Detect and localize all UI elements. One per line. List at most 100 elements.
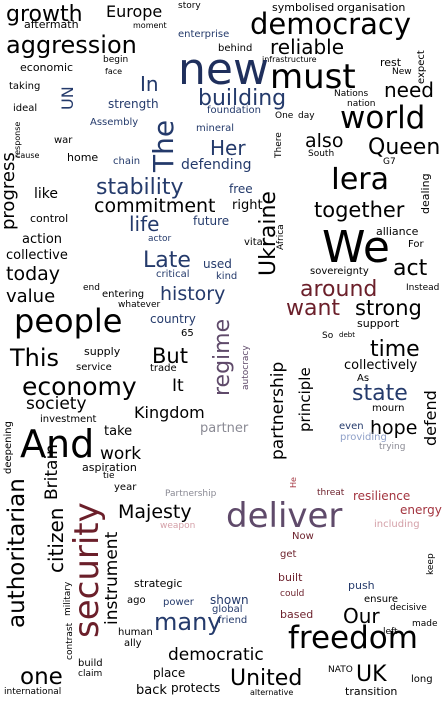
word: Iera — [331, 162, 390, 197]
word: sovereignty — [310, 266, 369, 277]
word: claim — [78, 669, 103, 679]
word: freedom — [288, 620, 418, 656]
word: Her — [210, 136, 246, 160]
word: take — [104, 424, 133, 439]
word: value — [6, 286, 56, 307]
word: He — [289, 477, 298, 488]
word: growth — [6, 2, 83, 27]
word: Europe — [106, 2, 163, 21]
word: So — [322, 331, 334, 341]
word: partner — [200, 421, 249, 436]
word: economy — [22, 372, 137, 401]
word: symbolised — [272, 1, 335, 14]
word: future — [193, 214, 230, 228]
word: must — [270, 57, 356, 97]
word: organisation — [337, 1, 406, 14]
word: decisive — [390, 603, 427, 613]
word: building — [198, 86, 287, 111]
word: build — [78, 658, 103, 669]
word: society — [26, 394, 87, 414]
word: threat — [317, 488, 345, 498]
word: protects — [171, 681, 221, 695]
word: rest — [380, 56, 402, 69]
word: friend — [218, 615, 248, 626]
word: UN — [58, 86, 77, 110]
word: could — [280, 589, 305, 599]
word: ideal — [13, 103, 38, 114]
word: support — [357, 317, 400, 330]
word: back — [136, 683, 167, 698]
word: One — [275, 111, 294, 121]
word: citizen — [44, 507, 68, 573]
word: resilience — [353, 489, 411, 503]
word: mineral — [196, 123, 235, 134]
word: power — [163, 597, 194, 608]
word: weapon — [160, 521, 196, 531]
word: foundation — [207, 105, 261, 116]
word: behind — [218, 43, 253, 54]
word: G7 — [383, 157, 396, 167]
word: nation — [347, 99, 376, 109]
word: 65 — [181, 328, 194, 339]
word: defend — [421, 390, 440, 446]
word: deliver — [226, 496, 343, 536]
word: energy — [400, 503, 442, 517]
word: instrument — [102, 531, 122, 625]
word: vital — [244, 237, 266, 248]
word: push — [348, 579, 375, 592]
word: human — [118, 627, 153, 638]
word: ensure — [364, 594, 399, 605]
word: There — [274, 132, 284, 158]
word: debt — [339, 331, 355, 339]
word: dealing — [419, 173, 432, 214]
word: Now — [292, 531, 314, 542]
word: work — [100, 444, 142, 464]
word: service — [76, 362, 112, 373]
word: shown — [210, 593, 249, 607]
word: transition — [345, 685, 398, 698]
word: ago — [127, 595, 146, 606]
word: moment — [133, 21, 167, 30]
word: trade — [150, 363, 177, 374]
word: enterprise — [178, 29, 230, 40]
word: begin — [103, 55, 129, 65]
word: contrast — [65, 622, 75, 660]
word: Instead — [406, 283, 440, 293]
word: control — [30, 212, 69, 225]
word: long — [411, 674, 433, 685]
word: year — [114, 482, 137, 493]
word: free — [229, 182, 253, 196]
word: authoritarian — [4, 478, 30, 628]
word: including — [374, 519, 420, 530]
word: military — [63, 581, 73, 616]
word: Late — [143, 248, 191, 273]
word: need — [384, 78, 434, 102]
word: state — [352, 381, 408, 406]
word: time — [370, 337, 420, 362]
word: New — [392, 67, 412, 77]
word: cause — [16, 151, 40, 160]
word: infrastructure — [262, 55, 317, 64]
word: country — [150, 312, 196, 326]
word: actor — [148, 234, 172, 244]
word: democratic — [168, 645, 264, 665]
word: kind — [216, 271, 238, 282]
word: In — [140, 72, 159, 96]
word: As — [357, 373, 370, 384]
word: security — [67, 502, 107, 638]
word: global — [212, 604, 243, 615]
word: Ukraine — [256, 191, 281, 276]
word: autocracy — [241, 345, 251, 390]
word: investment — [40, 414, 97, 425]
word: action — [22, 232, 63, 247]
word: home — [67, 151, 99, 164]
word: This — [10, 344, 60, 372]
word: tie — [103, 471, 115, 481]
word: Kingdom — [134, 403, 205, 422]
word: based — [280, 608, 314, 621]
word: But — [152, 344, 188, 368]
word: strong — [355, 296, 422, 320]
word: whatever — [118, 300, 161, 310]
word: international — [4, 687, 62, 697]
word: regime — [210, 318, 235, 396]
